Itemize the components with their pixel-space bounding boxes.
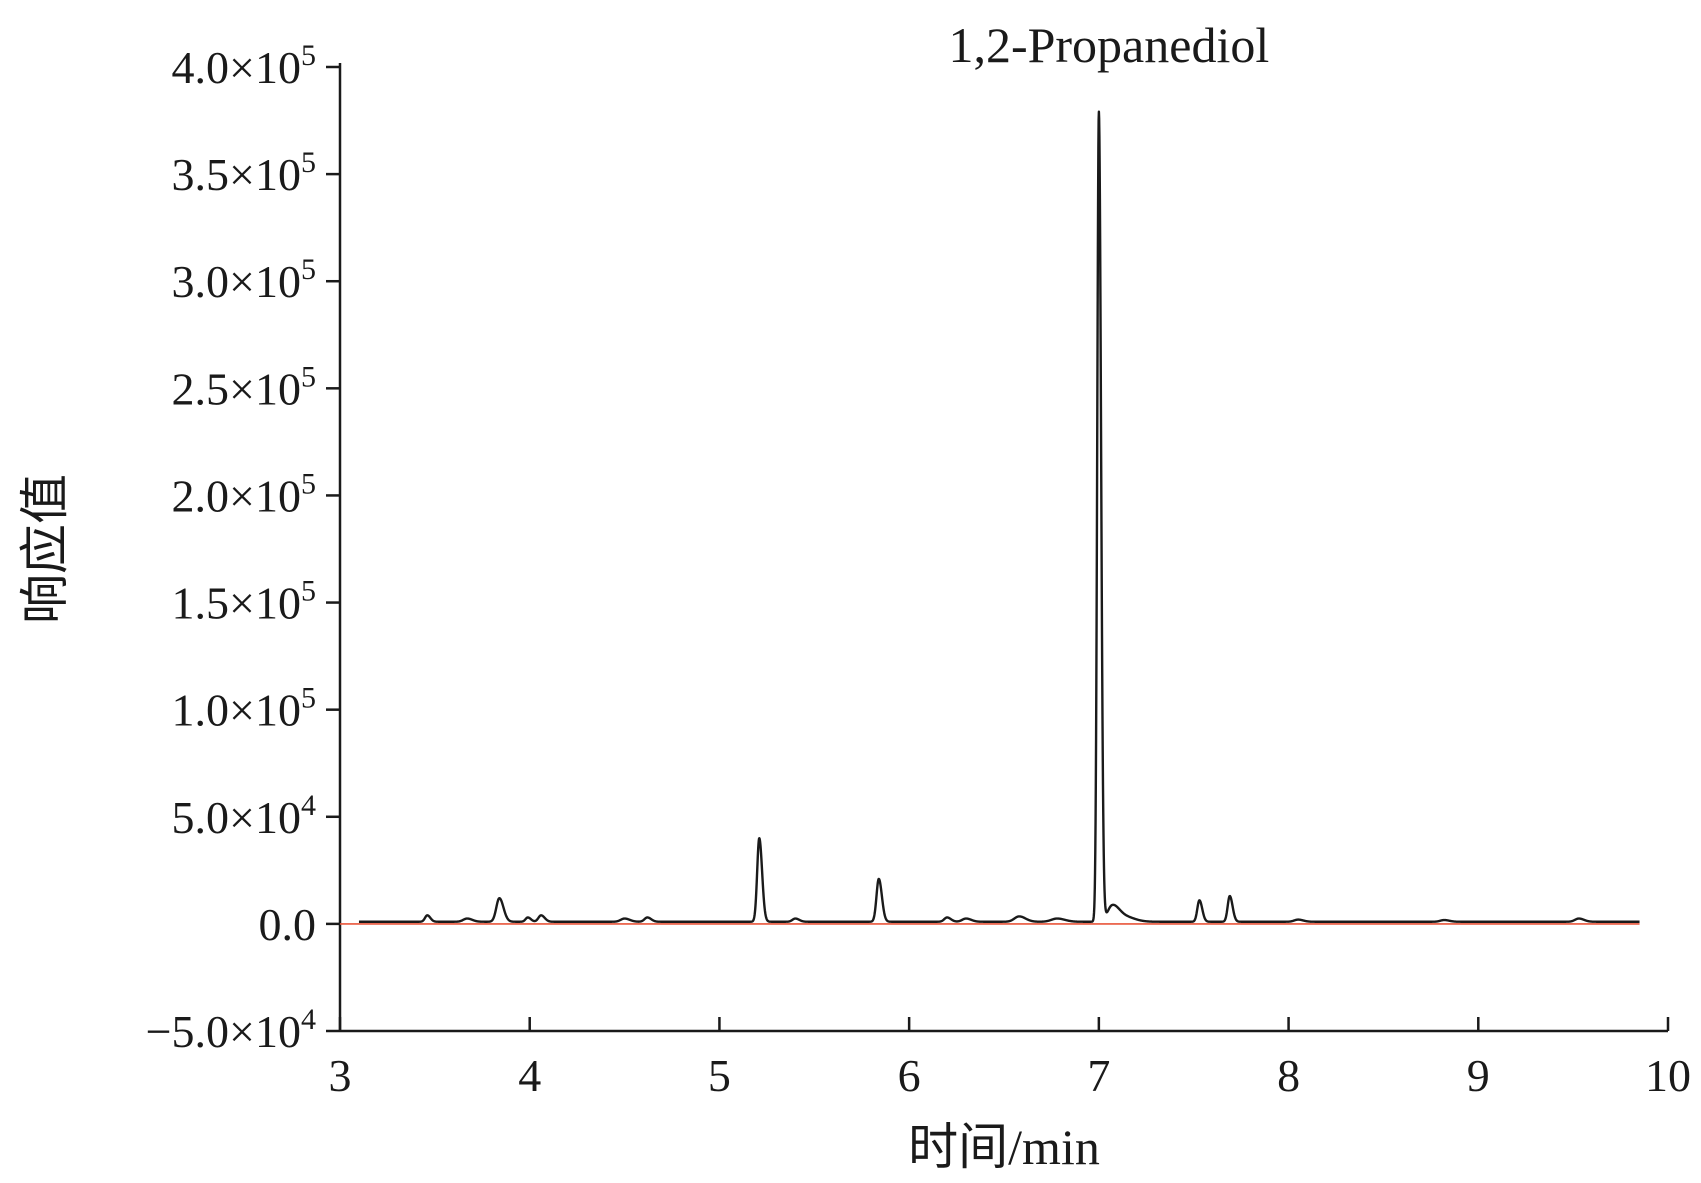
y-tick-label: 1.0×105 (172, 682, 316, 736)
y-tick-label: 1.5×105 (172, 575, 316, 629)
axes (338, 63, 1668, 1033)
y-axis-title: 响应值 (17, 474, 73, 624)
x-tick-label: 7 (1087, 1050, 1110, 1101)
y-tick-label: 5.0×104 (172, 789, 316, 843)
x-axis-title: 时间/min (908, 1119, 1100, 1175)
x-tick-label: 5 (708, 1050, 731, 1101)
y-tick-label: 4.0×105 (172, 39, 316, 93)
x-tick-label: 10 (1645, 1050, 1691, 1101)
y-tick-label: 3.5×105 (172, 146, 316, 200)
chromatogram-trace (358, 110, 1641, 923)
series (339, 110, 1641, 925)
x-tick-label: 3 (329, 1050, 352, 1101)
y-tick-label: 2.5×105 (172, 360, 316, 414)
ticks: 3 4 5 6 7 8 9 10 −5.0×104 0.0 5.0×104 1.0×105 1.5×10… (146, 39, 1691, 1101)
y-tick-label: 2.0×105 (172, 467, 316, 521)
x-tick-label: 8 (1277, 1050, 1300, 1101)
y-tick-label: 0.0 (259, 899, 317, 950)
y-tick-label: 3.0×105 (172, 253, 316, 307)
x-tick-label: 4 (518, 1050, 541, 1101)
x-tick-label: 9 (1467, 1050, 1490, 1101)
peak-annotation: 1,2-Propanediol (948, 17, 1269, 73)
x-tick-label: 6 (898, 1050, 921, 1101)
y-tick-label: −5.0×104 (146, 1003, 316, 1057)
